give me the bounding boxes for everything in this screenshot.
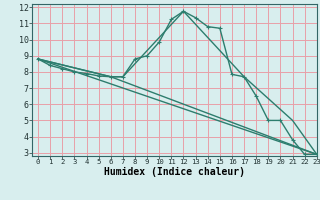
X-axis label: Humidex (Indice chaleur): Humidex (Indice chaleur) (104, 167, 245, 177)
